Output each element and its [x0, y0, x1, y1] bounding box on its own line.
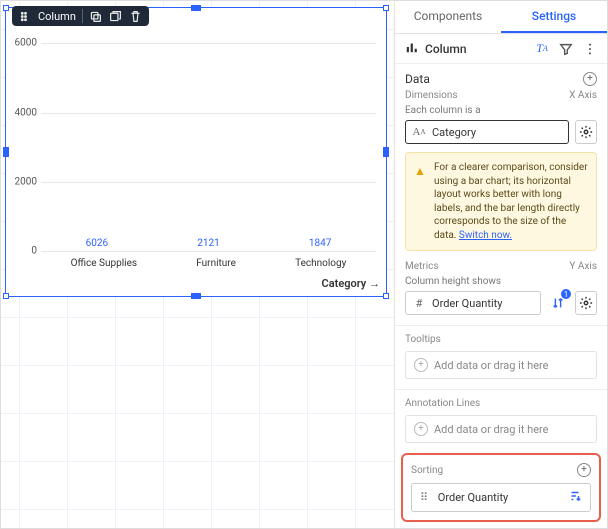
- metrics-label: Metrics: [405, 261, 439, 272]
- trash-icon[interactable]: [129, 9, 143, 23]
- canvas[interactable]: Column Order Quantity 020004000600060262…: [1, 1, 394, 528]
- side-panel: Components Settings Column TA: [394, 1, 607, 528]
- copy-icon[interactable]: [89, 9, 103, 23]
- resize-handle-top[interactable]: [191, 5, 201, 11]
- text-type-icon: AA: [412, 125, 426, 139]
- metric-settings-button[interactable]: [575, 291, 597, 315]
- chart-component[interactable]: Column Order Quantity 020004000600060262…: [5, 7, 387, 297]
- metric-field-pill[interactable]: # Order Quantity: [405, 291, 541, 315]
- drag-handle-icon[interactable]: [18, 9, 32, 23]
- y-tick-label: 4000: [9, 107, 37, 118]
- dimensions-axis-label: X Axis: [569, 90, 597, 101]
- toolbar-separator: [82, 9, 83, 23]
- section-data-title: Data: [405, 72, 430, 86]
- dimensions-label: Dimensions: [405, 90, 458, 101]
- warning-icon: ▲: [414, 163, 426, 179]
- dimension-field-value: Category: [432, 126, 476, 139]
- filter-icon[interactable]: [559, 42, 573, 56]
- add-data-button[interactable]: +: [583, 72, 597, 86]
- section-annotation: Annotation Lines + Add data or drag it h…: [405, 398, 597, 443]
- selection-toolbar: Column: [12, 6, 149, 26]
- panel-header: Column TA: [395, 34, 607, 64]
- add-sorting-button[interactable]: +: [577, 463, 591, 477]
- suggestion-callout: ▲ For a clearer comparison, consider usi…: [405, 152, 597, 251]
- bars-container: 6026 2121 1847: [41, 26, 376, 251]
- number-type-icon: #: [412, 296, 426, 310]
- resize-corner-tl[interactable]: [3, 5, 9, 11]
- bar-value-label: 6026: [86, 238, 108, 249]
- y-tick-label: 2000: [9, 176, 37, 187]
- sort-descending-icon[interactable]: [568, 489, 582, 506]
- plus-icon: +: [414, 358, 428, 372]
- bar-slot: 1847: [264, 238, 376, 251]
- annotation-dropzone[interactable]: + Add data or drag it here: [405, 415, 597, 443]
- sort-badge: 1: [561, 289, 571, 299]
- tab-settings[interactable]: Settings: [501, 1, 607, 33]
- switch-now-link[interactable]: Switch now.: [459, 230, 512, 241]
- resize-handle-right[interactable]: [383, 147, 389, 157]
- text-style-icon[interactable]: TA: [535, 42, 549, 56]
- sorting-field-pill[interactable]: ⠿ Order Quantity: [411, 483, 591, 512]
- resize-corner-bl[interactable]: [3, 293, 9, 299]
- panel-tabs: Components Settings: [395, 1, 607, 34]
- tab-components[interactable]: Components: [395, 1, 501, 33]
- column-chart-icon: [405, 40, 419, 57]
- dimensions-hint: Each column is a: [405, 105, 597, 116]
- y-tick-label: 6000: [9, 38, 37, 49]
- selection-label: Column: [38, 10, 76, 23]
- drag-handle-icon[interactable]: ⠿: [420, 491, 429, 504]
- duplicate-icon[interactable]: [109, 9, 123, 23]
- bar-slot: 2121: [153, 238, 265, 251]
- chart-plot-area: 0200040006000602621211847Office Supplies…: [41, 26, 376, 251]
- section-sorting-highlight: Sorting + ⠿ Order Quantity: [401, 453, 601, 522]
- metrics-hint: Column height shows: [405, 276, 597, 287]
- annotation-placeholder: Add data or drag it here: [434, 423, 549, 436]
- more-icon[interactable]: [583, 42, 597, 56]
- resize-corner-tr[interactable]: [383, 5, 389, 11]
- dimension-field-pill[interactable]: AA Category: [405, 120, 569, 144]
- x-axis-title: Category: [322, 277, 380, 290]
- section-tooltips: Tooltips + Add data or drag it here: [405, 334, 597, 379]
- metric-field-value: Order Quantity: [432, 297, 502, 310]
- y-tick-label: 0: [9, 246, 37, 257]
- resize-handle-bottom[interactable]: [191, 293, 201, 299]
- sorting-field-value: Order Quantity: [438, 491, 508, 504]
- bar-value-label: 1847: [309, 238, 331, 249]
- x-labels: Office Supplies Furniture Technology: [41, 258, 376, 269]
- dimension-settings-button[interactable]: [575, 120, 597, 144]
- plus-icon: +: [414, 422, 428, 436]
- metrics-axis-label: Y Axis: [569, 261, 597, 272]
- tooltips-placeholder: Add data or drag it here: [434, 359, 549, 372]
- metric-sort-indicator[interactable]: 1: [547, 291, 569, 315]
- resize-corner-br[interactable]: [383, 293, 389, 299]
- annotation-label: Annotation Lines: [405, 398, 597, 409]
- tooltips-label: Tooltips: [405, 334, 597, 345]
- section-data: Data + Dimensions X Axis Each column is …: [405, 72, 597, 315]
- x-tick-label: Office Supplies: [71, 258, 137, 269]
- x-tick-label: Furniture: [196, 258, 236, 269]
- panel-header-title: Column: [425, 42, 467, 56]
- gridline: [41, 251, 376, 252]
- x-tick-label: Technology: [295, 258, 346, 269]
- bar-slot: 6026: [41, 238, 153, 251]
- sorting-label: Sorting: [411, 465, 443, 476]
- bar-value-label: 2121: [197, 238, 219, 249]
- resize-handle-left[interactable]: [3, 147, 9, 157]
- tooltips-dropzone[interactable]: + Add data or drag it here: [405, 351, 597, 379]
